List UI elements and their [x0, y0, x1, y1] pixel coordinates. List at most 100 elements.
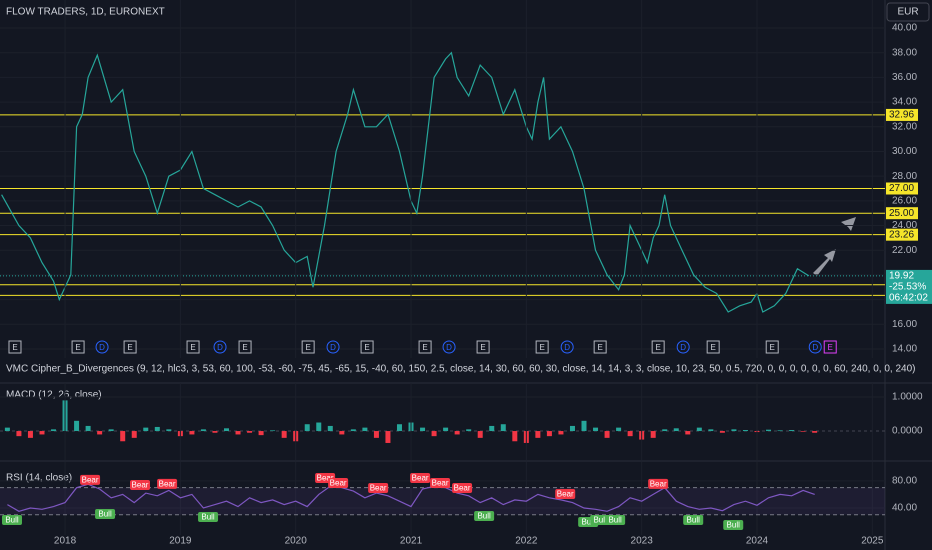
signal-label: Bull [201, 513, 215, 522]
histogram-bar [789, 430, 795, 432]
y-tick-label: 28.00 [892, 171, 917, 182]
event-label: D [446, 343, 452, 352]
histogram-bar [16, 431, 22, 437]
event-label: E [75, 343, 80, 352]
y-tick-label: 32.00 [892, 121, 917, 132]
rsi-title: RSI (14, close) [6, 473, 72, 484]
histogram-bar [800, 431, 806, 432]
histogram-bar [200, 429, 206, 432]
histogram-bar [166, 429, 172, 432]
histogram-bar [512, 431, 518, 442]
currency-button[interactable] [886, 2, 930, 22]
signal-marker [95, 508, 116, 519]
histogram-bar [327, 425, 333, 432]
signal-marker [1, 514, 22, 525]
histogram-bar [143, 427, 149, 432]
event-label: E [539, 343, 544, 352]
event-label: E [364, 343, 369, 352]
event-label: E [190, 343, 195, 352]
dividend-marker [560, 340, 574, 354]
event-label: E [12, 343, 17, 352]
histogram-bar [581, 420, 587, 432]
earnings-marker [535, 340, 549, 354]
signal-label: Bear [557, 490, 574, 499]
histogram-bar [385, 431, 391, 443]
event-label: E [127, 343, 132, 352]
histogram-bar [616, 427, 622, 432]
indicator-label: VMC Cipher_B_Divergences (9, 12, hlc3, 3… [6, 364, 915, 375]
y-tick-label: 80.00 [892, 476, 917, 487]
histogram-bar [396, 424, 402, 432]
signal-marker [368, 482, 389, 493]
signal-label: Bear [317, 474, 334, 483]
histogram-bar [546, 431, 552, 437]
level-label: 25.00 [889, 208, 914, 219]
histogram-bar [696, 427, 702, 432]
signal-label: Bear [432, 479, 449, 488]
histogram-bar [235, 431, 241, 435]
signal-label: Bear [650, 480, 667, 489]
signal-label: Bull [593, 516, 607, 525]
y-tick-label: 14.00 [892, 344, 917, 355]
last-price: 19.92 [889, 271, 914, 282]
histogram-bar [258, 431, 264, 436]
histogram-bar [39, 431, 45, 435]
histogram-bar [466, 429, 472, 432]
series-line [1, 51, 810, 313]
histogram-bar [812, 431, 818, 433]
histogram-bar [350, 429, 356, 432]
histogram-bar [420, 427, 426, 432]
signal-marker [474, 511, 495, 522]
signal-label: Bull [608, 516, 622, 525]
signal-label: Bull [727, 521, 741, 530]
histogram-bar [97, 431, 103, 435]
dividend-marker [442, 340, 456, 354]
x-tick-label: 2021 [400, 536, 423, 547]
histogram-bar [431, 431, 437, 437]
histogram-bar [535, 431, 541, 438]
level-label: 27.00 [889, 183, 914, 194]
countdown: 06:42:02 [889, 293, 928, 304]
signal-label: Bear [370, 484, 387, 493]
signal-marker [157, 478, 178, 489]
event-label: D [330, 343, 336, 352]
histogram-bar [489, 425, 495, 432]
histogram-bar [719, 431, 725, 433]
y-tick-label: 36.00 [892, 72, 917, 83]
y-tick-label: 40.00 [892, 503, 917, 514]
last-price-bg [886, 269, 932, 304]
histogram-bar [766, 429, 772, 432]
histogram-bar [223, 428, 229, 432]
level-label: 23.26 [889, 229, 914, 240]
y-tick-label: 30.00 [892, 146, 917, 157]
histogram-bar [708, 429, 714, 432]
x-tick-label: 2023 [631, 536, 654, 547]
histogram-bar [604, 431, 610, 438]
level-label: 32.96 [889, 110, 914, 121]
histogram-bar [154, 426, 160, 432]
signal-marker [328, 477, 349, 488]
earnings-marker [476, 340, 490, 354]
signal-marker [452, 482, 473, 493]
dividend-marker [213, 340, 227, 354]
histogram-bar [569, 425, 575, 432]
signal-label: Bull [581, 518, 595, 527]
event-label: E [710, 343, 715, 352]
histogram-bar [281, 431, 287, 438]
histogram-bar [477, 431, 483, 438]
event-label: D [680, 343, 686, 352]
currency[interactable]: EUR [897, 7, 918, 18]
histogram-bar [304, 424, 310, 432]
event-label: D [99, 343, 105, 352]
dividend-marker [808, 340, 822, 354]
event-label: D [564, 343, 570, 352]
signal-marker [605, 514, 626, 525]
dividend-marker [676, 340, 690, 354]
histogram-bar [108, 429, 114, 432]
y-tick-label: 26.00 [892, 195, 917, 206]
y-tick-label: 22.00 [892, 245, 917, 256]
level-label-bg [886, 108, 918, 121]
earnings-marker [651, 340, 665, 354]
histogram-bar [454, 431, 460, 435]
